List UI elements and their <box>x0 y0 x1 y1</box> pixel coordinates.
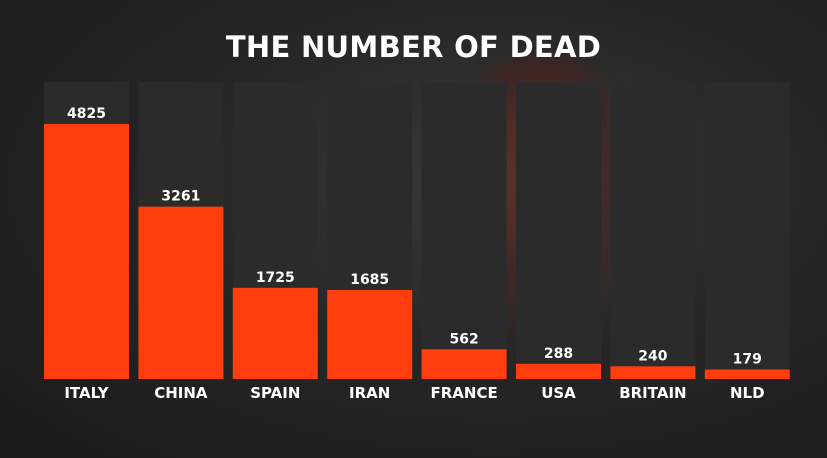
bar-britain <box>610 366 696 379</box>
value-label: 288 <box>544 346 573 362</box>
bar-nld <box>704 369 790 379</box>
bar-track <box>421 82 507 379</box>
bar-italy <box>44 124 129 379</box>
category-label: NLD <box>730 384 765 402</box>
value-label: 179 <box>733 352 762 368</box>
value-label: 4825 <box>67 106 106 122</box>
value-label: 3261 <box>161 189 200 205</box>
category-label: BRITAIN <box>619 384 686 402</box>
category-label: ITALY <box>64 384 109 402</box>
bar-iran <box>327 289 413 379</box>
category-label: IRAN <box>349 384 390 402</box>
category-label: FRANCE <box>430 384 497 402</box>
value-label: 240 <box>638 348 667 364</box>
value-label: 562 <box>449 331 478 347</box>
bar-spain <box>232 287 318 379</box>
chart-title: THE NUMBER OF DEAD <box>225 30 602 64</box>
bar-track <box>610 82 696 379</box>
bar-france <box>421 349 507 379</box>
category-label: CHINA <box>154 384 208 402</box>
bar-usa <box>516 363 601 379</box>
value-label: 1685 <box>350 272 389 288</box>
category-label: SPAIN <box>250 384 300 402</box>
value-label: 1725 <box>256 270 295 286</box>
bar-china <box>138 206 224 379</box>
category-label: USA <box>541 384 576 402</box>
bar-track <box>516 82 601 379</box>
bar-track <box>704 82 790 379</box>
